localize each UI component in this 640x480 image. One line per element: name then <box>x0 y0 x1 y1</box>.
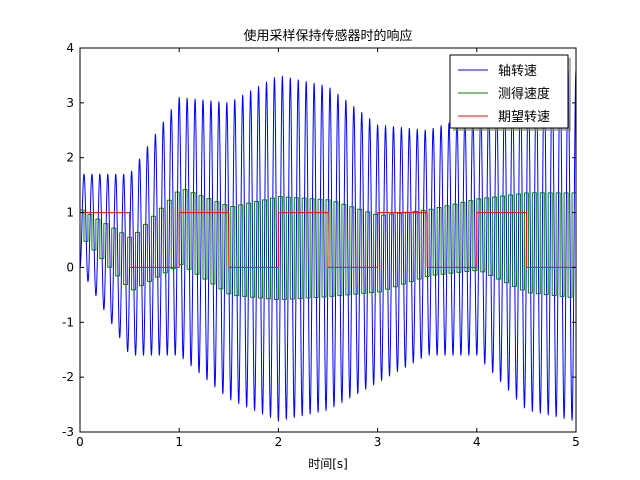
x-tick-label: 4 <box>473 435 481 449</box>
legend: 轴转速 测得速度 期望转速 <box>450 55 571 131</box>
y-tick-label: 0 <box>66 260 74 274</box>
y-tick-label: -2 <box>62 370 74 384</box>
y-tick-label: 3 <box>66 96 74 110</box>
x-tick-label: 3 <box>374 435 382 449</box>
y-tick-label: -3 <box>62 425 74 439</box>
x-axis-label: 时间[s] <box>308 457 348 471</box>
legend-label-shaft-speed: 轴转速 <box>498 64 537 79</box>
x-tick-label: 2 <box>275 435 283 449</box>
chart-title: 使用采样保持传感器时的响应 <box>243 28 412 44</box>
x-tick-label: 5 <box>572 435 580 449</box>
y-tick-label: 2 <box>66 151 74 165</box>
y-tick-label: 4 <box>66 41 74 55</box>
legend-label-measured-speed: 测得速度 <box>498 86 550 102</box>
y-tick-label: -1 <box>62 315 74 329</box>
legend-label-desired-speed: 期望转速 <box>498 109 550 125</box>
y-tick-label: 1 <box>66 206 74 220</box>
x-tick-label: 0 <box>76 435 84 449</box>
x-tick-label: 1 <box>175 435 183 449</box>
